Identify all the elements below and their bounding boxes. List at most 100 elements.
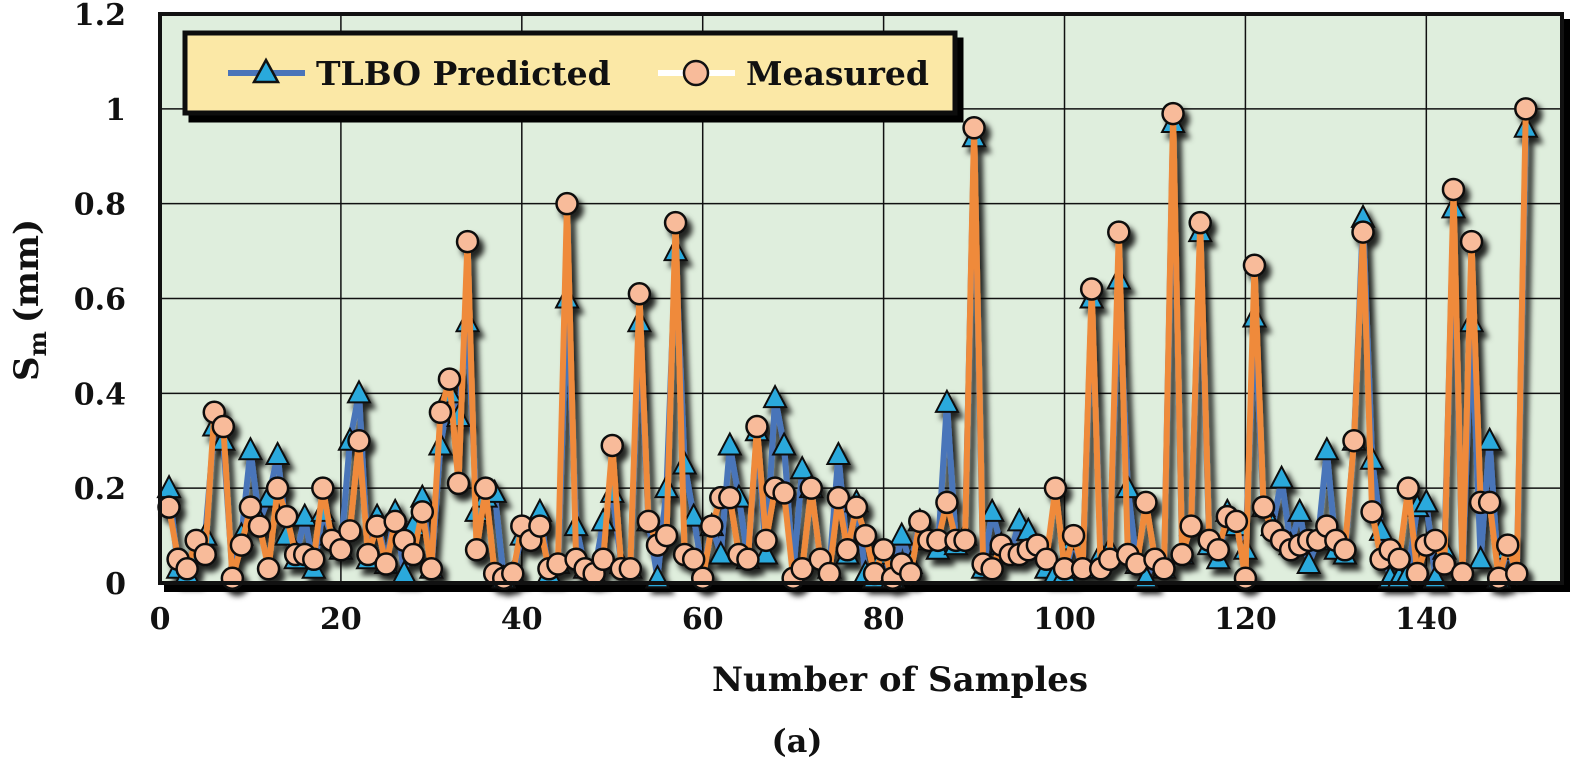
measured-point bbox=[238, 495, 263, 519]
measured-point bbox=[501, 561, 525, 586]
legend-item-predicted: TLBO Predicted bbox=[228, 54, 611, 93]
measured-point bbox=[962, 116, 986, 140]
measured-point bbox=[329, 538, 353, 562]
measured-point bbox=[1224, 509, 1249, 534]
tlbo-predicted-point bbox=[1296, 549, 1322, 575]
measured-point bbox=[356, 542, 380, 567]
y-tick-label: 0.4 bbox=[74, 377, 126, 412]
tlbo-predicted-point bbox=[1314, 436, 1340, 461]
y-tick-label: 1 bbox=[105, 93, 126, 128]
measured-point bbox=[374, 552, 398, 576]
tlbo-predicted-point bbox=[264, 440, 291, 465]
y-tick-label: 0.6 bbox=[74, 283, 126, 318]
y-axis-title: Sm (mm) bbox=[7, 219, 52, 381]
measured-point bbox=[935, 490, 959, 515]
measured-point bbox=[437, 367, 462, 391]
legend-item-measured: Measured bbox=[658, 54, 929, 93]
measured-point bbox=[528, 514, 552, 538]
measured-point bbox=[745, 414, 769, 439]
measured-point bbox=[410, 500, 435, 524]
tlbo-predicted-point bbox=[753, 540, 779, 565]
measured-point bbox=[1405, 561, 1430, 586]
measured-point bbox=[790, 557, 814, 581]
measured-point bbox=[473, 476, 498, 500]
measured-point bbox=[1170, 542, 1194, 567]
tlbo-predicted-point bbox=[934, 388, 960, 413]
measured-point bbox=[1107, 220, 1131, 244]
legend: TLBO Predicted Measured bbox=[182, 30, 958, 116]
tlbo-predicted-point bbox=[825, 440, 852, 465]
tlbo-predicted-point bbox=[681, 502, 707, 527]
tlbo-predicted-point bbox=[1467, 545, 1494, 570]
y-tick-label: 0.2 bbox=[74, 472, 126, 507]
measured-point bbox=[256, 557, 281, 581]
tlbo-predicted-point bbox=[979, 497, 1005, 522]
measured-point bbox=[383, 509, 407, 534]
measured-point bbox=[175, 557, 199, 581]
measured-point bbox=[1079, 277, 1104, 301]
measured-point bbox=[700, 514, 724, 538]
measured-point bbox=[1134, 490, 1158, 515]
measured-point bbox=[446, 471, 471, 496]
measured-point bbox=[1333, 538, 1357, 562]
measured-point bbox=[1179, 514, 1203, 538]
measured-point bbox=[1477, 490, 1502, 515]
tlbo-predicted-point bbox=[1476, 426, 1503, 451]
tlbo-predicted-point bbox=[1268, 464, 1295, 489]
measured-point bbox=[455, 229, 480, 254]
measured-point bbox=[1450, 561, 1475, 586]
measured-point bbox=[799, 476, 824, 500]
measured-point bbox=[401, 542, 426, 567]
measured-point bbox=[627, 282, 652, 306]
x-axis-ticks: 0 20 40 60 80 100 120 140 bbox=[150, 602, 1458, 637]
measured-point bbox=[1043, 476, 1068, 500]
measured-point bbox=[681, 547, 706, 572]
measured-point bbox=[419, 557, 444, 581]
x-tick-label: 60 bbox=[682, 602, 724, 637]
measured-point bbox=[1495, 533, 1520, 557]
tlbo-predicted-point bbox=[762, 383, 788, 409]
measured-point bbox=[980, 557, 1004, 581]
measured-point bbox=[1206, 538, 1231, 562]
measured-point bbox=[844, 495, 869, 519]
measured-point bbox=[953, 528, 977, 553]
measured-point bbox=[211, 414, 236, 439]
measured-point bbox=[835, 538, 860, 562]
measured-point bbox=[1459, 229, 1484, 254]
y-tick-label: 1.2 bbox=[74, 0, 126, 33]
measured-point bbox=[1387, 547, 1411, 572]
x-tick-label: 100 bbox=[1033, 602, 1096, 637]
measured-point bbox=[908, 509, 932, 534]
x-tick-label: 0 bbox=[150, 602, 171, 637]
x-tick-label: 80 bbox=[863, 602, 905, 637]
measured-point bbox=[1351, 220, 1375, 244]
measured-point bbox=[1360, 500, 1384, 524]
measured-point bbox=[229, 533, 254, 557]
measured-point bbox=[663, 210, 688, 235]
svg-text:Sm(mm): Sm (mm) bbox=[7, 219, 52, 381]
measured-point bbox=[1242, 253, 1267, 278]
measured-point bbox=[591, 547, 615, 572]
legend-measured-label: Measured bbox=[746, 54, 929, 93]
measured-point bbox=[428, 400, 453, 425]
legend-measured-circle-marker bbox=[682, 59, 710, 87]
measured-point bbox=[654, 523, 679, 548]
measured-point bbox=[220, 566, 245, 591]
tlbo-predicted-point bbox=[1287, 497, 1313, 522]
measured-point bbox=[265, 476, 290, 500]
x-tick-label: 140 bbox=[1395, 602, 1458, 637]
measured-point bbox=[302, 547, 326, 572]
legend-box bbox=[182, 30, 958, 116]
tlbo-predicted-point bbox=[237, 436, 264, 461]
tlbo-predicted-point bbox=[771, 431, 797, 456]
measured-point bbox=[826, 485, 851, 510]
measured-point bbox=[817, 561, 842, 586]
measured-point bbox=[853, 523, 878, 548]
measured-point bbox=[1423, 528, 1448, 553]
y-tick-label: 0.8 bbox=[74, 188, 126, 223]
measured-point bbox=[555, 191, 579, 216]
figure-caption: (a) bbox=[771, 722, 822, 760]
measured-point bbox=[1251, 495, 1276, 519]
measured-point bbox=[1514, 97, 1538, 121]
